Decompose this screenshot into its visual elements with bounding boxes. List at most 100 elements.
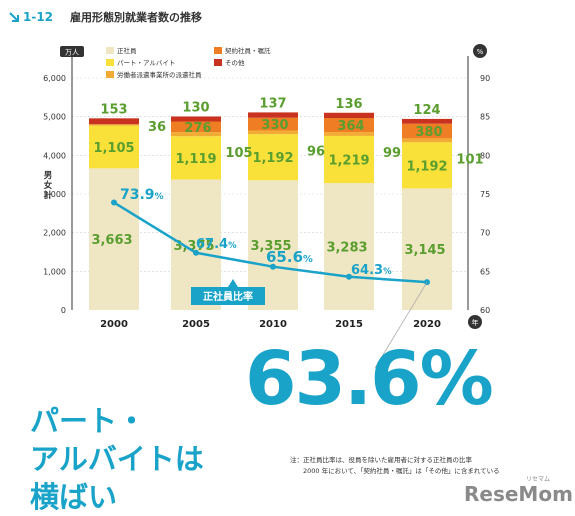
y-right-tick-label: 85 bbox=[480, 113, 490, 122]
x-tick-label: 2000 bbox=[100, 319, 128, 330]
value-label-other: 137 bbox=[259, 96, 286, 111]
y-left-tick-label: 3,000 bbox=[43, 190, 66, 199]
ratio-callout-pointer bbox=[228, 279, 238, 287]
ratio-point bbox=[193, 249, 199, 256]
value-label-seishain: 3,663 bbox=[91, 233, 132, 248]
ratio-label: 67.4% bbox=[196, 237, 237, 252]
bar-segment bbox=[402, 142, 452, 189]
bar-segment bbox=[171, 121, 221, 133]
bar-segment bbox=[324, 132, 374, 136]
value-label-other: 124 bbox=[413, 103, 440, 118]
resemom-logo-sub: リセマム bbox=[526, 476, 551, 483]
legend-swatch bbox=[106, 71, 114, 78]
ratio-label-percent: % bbox=[383, 266, 392, 276]
ratio-label-percent: % bbox=[228, 240, 237, 250]
ratio-label-number: 64.3 bbox=[351, 263, 383, 278]
y-right-unit: % bbox=[477, 48, 484, 56]
leader-line bbox=[374, 281, 428, 369]
bar-segment bbox=[171, 132, 221, 137]
legend-swatch bbox=[214, 47, 222, 54]
value-label-part: 1,192 bbox=[406, 159, 447, 174]
bar-segment bbox=[324, 118, 374, 133]
figure-number: 1-12 bbox=[23, 10, 53, 24]
bar-segment bbox=[402, 138, 452, 143]
bar-segment bbox=[89, 124, 139, 126]
footnote-line2: 2000 年において、「契約社員・嘱託」は「その他」に含まれている bbox=[303, 467, 500, 475]
value-label-part: 1,105 bbox=[93, 141, 134, 156]
headline-line1: パート・ bbox=[30, 404, 147, 438]
bar-segment bbox=[89, 118, 139, 125]
chart-title: 雇用形態別就業者数の推移 bbox=[70, 10, 202, 24]
value-label-seishain: 3,375 bbox=[173, 239, 214, 254]
bar-segment bbox=[171, 116, 221, 122]
value-label-part: 1,192 bbox=[252, 151, 293, 166]
title-arrow-icon bbox=[9, 12, 19, 22]
y-right-tick-label: 60 bbox=[480, 306, 490, 315]
ratio-label-percent: % bbox=[303, 254, 313, 265]
bar-segment bbox=[248, 134, 298, 181]
legend-swatch bbox=[214, 59, 222, 66]
y-right-unit-badge bbox=[473, 44, 487, 58]
y-right-tick-label: 80 bbox=[480, 151, 490, 160]
ratio-label: 64.3% bbox=[351, 263, 392, 278]
value-label-part: 1,219 bbox=[328, 153, 369, 168]
ratio-label-percent: % bbox=[155, 192, 164, 202]
y-left-label-char: 計 bbox=[44, 190, 53, 201]
ratio-point bbox=[346, 273, 352, 280]
y-right-tick-label: 75 bbox=[480, 190, 490, 199]
ratio-label: 73.9% bbox=[120, 187, 164, 203]
bar-segment bbox=[402, 188, 452, 310]
value-label-keiyaku: 276 bbox=[184, 121, 211, 136]
value-label-other: 153 bbox=[100, 102, 127, 117]
value-label-keiyaku: 380 bbox=[415, 125, 442, 140]
bar-segment bbox=[402, 118, 452, 124]
y-left-tick-label: 1,000 bbox=[43, 267, 66, 276]
legend-label: 正社員 bbox=[117, 46, 137, 55]
ratio-point bbox=[270, 263, 276, 270]
x-tick-label: 2020 bbox=[413, 319, 441, 330]
ratio-callout-box bbox=[191, 287, 265, 305]
bar-segment bbox=[89, 125, 139, 169]
legend-label: 労働者派遣事業所の派遣社員 bbox=[117, 70, 202, 79]
footnote-line1: 注：正社員比率は、役員を除いた雇用者に対する正社員の比率 bbox=[290, 456, 472, 464]
y-left-tick-label: 4,000 bbox=[43, 151, 66, 160]
bar-segment bbox=[248, 117, 298, 131]
resemom-logo: ReseMom bbox=[464, 482, 573, 506]
bar-segment bbox=[248, 112, 298, 118]
x-tick-label: 2015 bbox=[335, 319, 363, 330]
y-left-label-char: 女 bbox=[44, 180, 53, 191]
value-label-haken: 101 bbox=[456, 152, 483, 167]
value-label-haken: 96 bbox=[307, 144, 325, 159]
value-label-part: 1,119 bbox=[175, 152, 216, 167]
bar-segment bbox=[171, 136, 221, 180]
x-unit-badge bbox=[468, 315, 482, 329]
ratio-point bbox=[111, 199, 117, 206]
value-label-keiyaku: 330 bbox=[261, 118, 288, 133]
legend-label: その他 bbox=[225, 58, 245, 67]
value-label-seishain: 3,355 bbox=[250, 239, 291, 254]
y-right-tick-label: 70 bbox=[480, 229, 490, 238]
big-percentage: 63.6% bbox=[245, 336, 494, 422]
value-label-haken: 36 bbox=[148, 120, 166, 135]
ratio-label-number: 65.6 bbox=[266, 248, 303, 266]
y-left-tick-label: 5,000 bbox=[43, 113, 66, 122]
bar-segment bbox=[248, 130, 298, 135]
ratio-label-number: 73.9 bbox=[120, 187, 155, 203]
y-left-label-char: 男 bbox=[44, 171, 53, 181]
resemom-logo-text: ReseMom bbox=[464, 482, 573, 506]
headline-line2: アルバイトは bbox=[30, 442, 204, 476]
value-label-other: 136 bbox=[335, 97, 362, 112]
y-left-tick-label: 6,000 bbox=[43, 74, 66, 83]
y-left-tick-label: 0 bbox=[61, 306, 66, 315]
bar-segment bbox=[324, 112, 374, 119]
y-left-unit: 万人 bbox=[65, 49, 79, 57]
y-right-tick-label: 65 bbox=[480, 267, 490, 276]
legend-swatch bbox=[106, 59, 114, 66]
ratio-label-number: 67.4 bbox=[196, 237, 228, 252]
ratio-label: 65.6% bbox=[266, 248, 313, 266]
value-label-seishain: 3,145 bbox=[404, 243, 445, 258]
legend-label: パート・アルバイト bbox=[117, 59, 175, 67]
value-label-other: 130 bbox=[182, 100, 209, 115]
legend-swatch bbox=[106, 47, 114, 54]
